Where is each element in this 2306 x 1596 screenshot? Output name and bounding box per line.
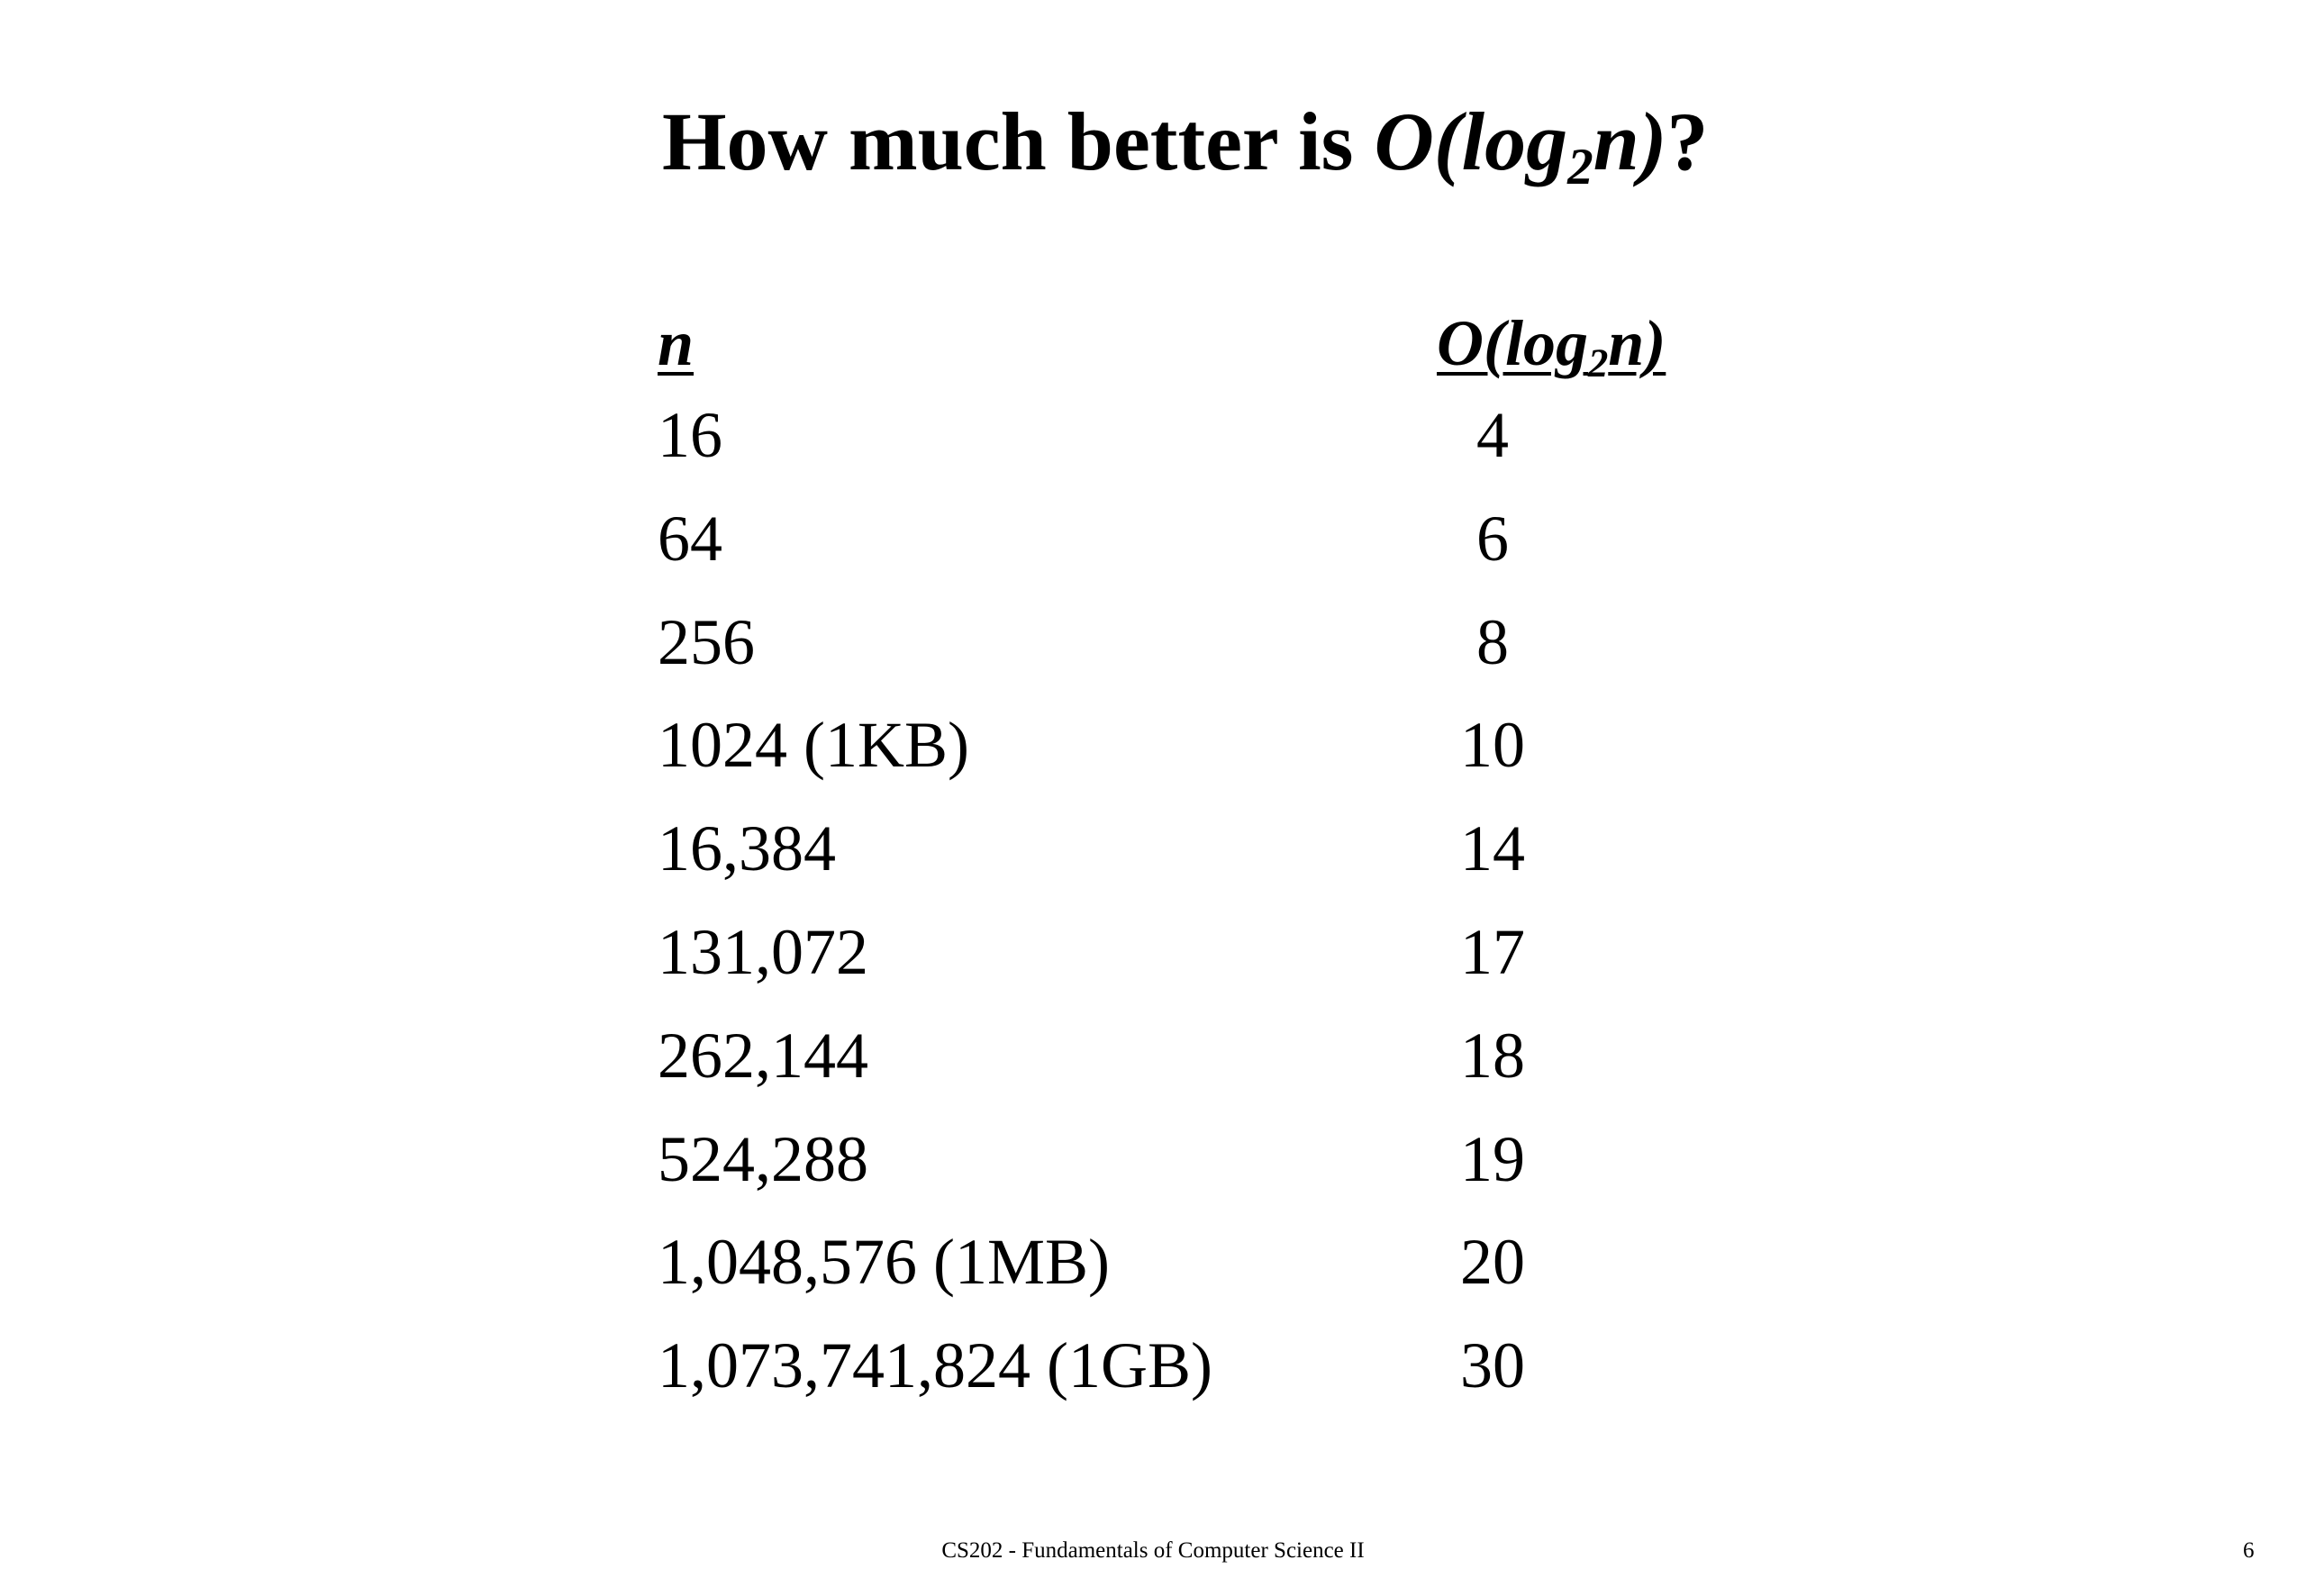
cell-log: 19: [1460, 1122, 1525, 1195]
cell-log: 4: [1476, 399, 1509, 471]
column-header-log: O(log2n): [1437, 306, 1666, 383]
cell-log: 8: [1476, 605, 1509, 678]
cell-n: 524,288: [658, 1122, 868, 1195]
table-row: 1,073,741,824 (1GB) 30: [0, 1328, 2306, 1432]
cell-n: 131,072: [658, 915, 868, 988]
cell-n: 1,048,576 (1MB): [658, 1226, 1110, 1299]
title-math-main: O(log: [1374, 95, 1568, 187]
cell-n: 16,384: [658, 812, 836, 885]
table-row: 16,384 14: [0, 812, 2306, 915]
data-table: 16 4 64 6 256 8 1024 (1KB) 10 16,384 14 …: [0, 398, 2306, 1432]
cell-log: 14: [1460, 812, 1525, 885]
title-math: O(log2n): [1374, 95, 1667, 193]
table-row: 131,072 17: [0, 915, 2306, 1019]
cell-log: 6: [1476, 502, 1509, 575]
footer-course-name: CS202 - Fundamentals of Computer Science…: [941, 1538, 1365, 1563]
table-row: 64 6: [0, 502, 2306, 605]
page-number: 6: [2243, 1538, 2255, 1563]
cell-log: 18: [1460, 1019, 1525, 1092]
slide-title: How much better is O(log2n)?: [662, 95, 1709, 193]
table-row: 1,048,576 (1MB) 20: [0, 1225, 2306, 1328]
header-log-after: n): [1608, 307, 1666, 379]
header-log-main: O(log: [1437, 307, 1588, 379]
cell-log: 20: [1460, 1226, 1525, 1299]
column-header-n: n: [658, 307, 695, 379]
title-math-after: n): [1593, 95, 1667, 187]
cell-n: 16: [658, 399, 722, 471]
header-log-subscript: 2: [1587, 340, 1609, 385]
title-suffix: ?: [1666, 95, 1709, 187]
cell-n: 1,073,741,824 (1GB): [658, 1329, 1212, 1402]
cell-n: 1024 (1KB): [658, 709, 969, 782]
table-row: 1024 (1KB) 10: [0, 708, 2306, 812]
table-row: 524,288 19: [0, 1122, 2306, 1226]
cell-log: 10: [1460, 709, 1525, 782]
table-row: 256 8: [0, 605, 2306, 709]
cell-log: 17: [1460, 915, 1525, 988]
cell-n: 262,144: [658, 1019, 868, 1092]
title-prefix: How much better is: [662, 95, 1375, 187]
cell-n: 256: [658, 605, 755, 678]
table-row: 262,144 18: [0, 1019, 2306, 1122]
cell-n: 64: [658, 502, 722, 575]
cell-log: 30: [1460, 1329, 1525, 1402]
title-math-subscript: 2: [1567, 138, 1593, 195]
table-row: 16 4: [0, 398, 2306, 502]
